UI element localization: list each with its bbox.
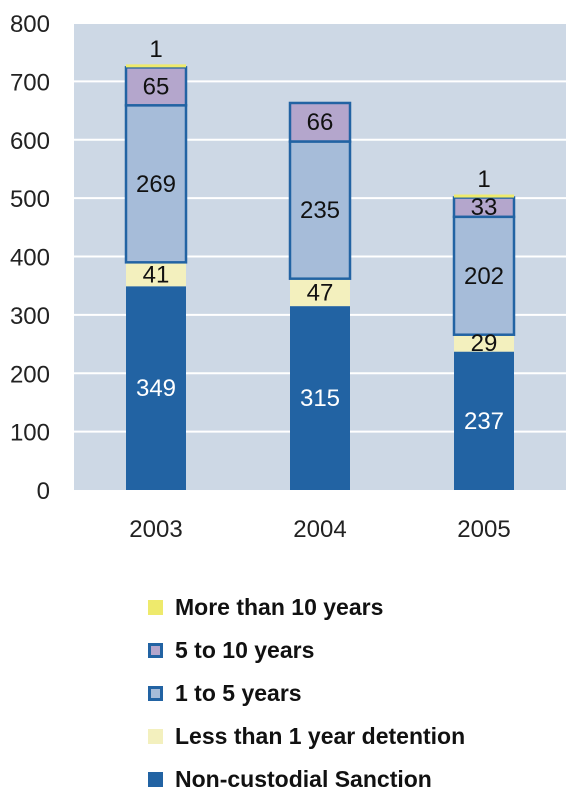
y-tick-label: 200 [10,361,50,388]
legend: More than 10 years 5 to 10 years 1 to 5 ye… [148,586,465,801]
data-label: 235 [300,197,340,224]
data-label: 41 [143,261,170,288]
y-tick-label: 0 [37,478,50,505]
bar-segment-2005-less-than-1-year-detention [454,334,514,352]
bar-segment-2004-less-than-1-year-detention [290,278,350,307]
legend-label: Non-custodial Sanction [175,766,432,792]
legend-swatch [148,686,163,701]
bar-segment-2004-non-custodial-sanction [290,306,350,490]
legend-item: Non-custodial Sanction [148,758,465,801]
bar-segment-2005-1-to-5-years [452,215,516,336]
data-label: 269 [136,171,176,198]
data-label: 66 [307,109,334,136]
bar-segment-2003-less-than-1-year-detention [126,262,186,287]
legend-label: 5 to 10 years [175,637,315,663]
bar-segment-2005-non-custodial-sanction [454,351,514,490]
data-label: 47 [307,279,334,306]
y-tick-label: 800 [10,11,50,38]
bar-segment-2003-non-custodial-sanction [126,286,186,490]
x-tick-label: 2003 [129,516,182,543]
legend-label: More than 10 years [175,594,384,620]
legend-item: 1 to 5 years [148,672,465,715]
legend-swatch [148,772,163,787]
legend-item: More than 10 years [148,586,465,629]
data-label: 65 [143,73,170,100]
bar-segment-2004-1-to-5-years [288,140,352,280]
legend-item: Less than 1 year detention [148,715,465,758]
legend-label: Less than 1 year detention [175,723,466,749]
data-label: 202 [464,263,504,290]
y-tick-label: 700 [10,69,50,96]
data-label: 1 [149,36,162,63]
bar-segment-2004-5-to-10-years [288,101,352,143]
legend-swatch [148,643,163,658]
legend-item: 5 to 10 years [148,629,465,672]
legend-label: 1 to 5 years [175,680,302,706]
x-axis-ticks: 2003 2004 2005 [129,516,510,543]
stacked-bar-chart: 0 100 200 300 400 500 600 700 800 349 41 269 65 1 315… [10,11,566,543]
data-label: 33 [471,194,498,221]
y-tick-label: 400 [10,245,50,272]
data-label: 315 [300,385,340,412]
bar-segment-2003-more-than-10-years [126,64,186,68]
bar-segment-2005-more-than-10-years [454,194,514,198]
data-label: 237 [464,408,504,435]
y-tick-label: 100 [10,420,50,447]
bar-segment-2003-1-to-5-years [124,104,188,264]
data-label: 29 [471,330,498,357]
legend-swatch [148,600,163,615]
bar-segment-2003-5-to-10-years [124,66,188,107]
y-tick-label: 300 [10,303,50,330]
y-tick-label: 500 [10,186,50,213]
data-label: 1 [477,166,490,193]
legend-swatch [148,729,163,744]
data-label: 349 [136,375,176,402]
x-tick-label: 2005 [457,516,510,543]
x-tick-label: 2004 [293,516,346,543]
y-tick-label: 600 [10,128,50,155]
y-axis-ticks: 0 100 200 300 400 500 600 700 800 [10,11,50,505]
